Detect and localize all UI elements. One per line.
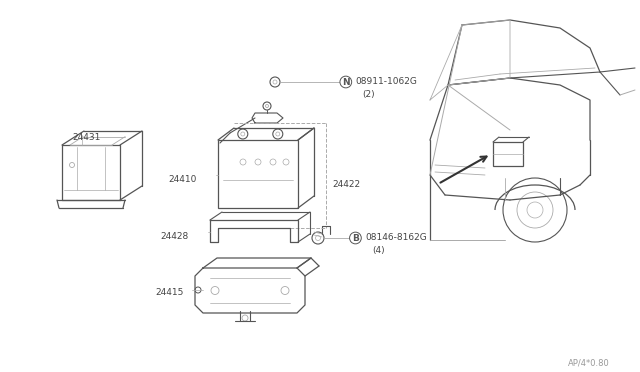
Text: B: B <box>352 234 359 243</box>
Text: 08911-1062G: 08911-1062G <box>355 77 417 86</box>
Text: 24410: 24410 <box>168 175 196 184</box>
Text: 24415: 24415 <box>155 288 184 297</box>
Text: 24428: 24428 <box>160 232 188 241</box>
Text: (4): (4) <box>372 246 385 255</box>
Text: 24431: 24431 <box>72 133 100 142</box>
Text: AP/4*0.80: AP/4*0.80 <box>568 358 610 367</box>
Text: 08146-8162G: 08146-8162G <box>365 233 427 242</box>
Text: (2): (2) <box>362 90 374 99</box>
Text: N: N <box>342 77 349 87</box>
Text: 24422: 24422 <box>332 180 360 189</box>
Text: N: N <box>342 78 349 87</box>
